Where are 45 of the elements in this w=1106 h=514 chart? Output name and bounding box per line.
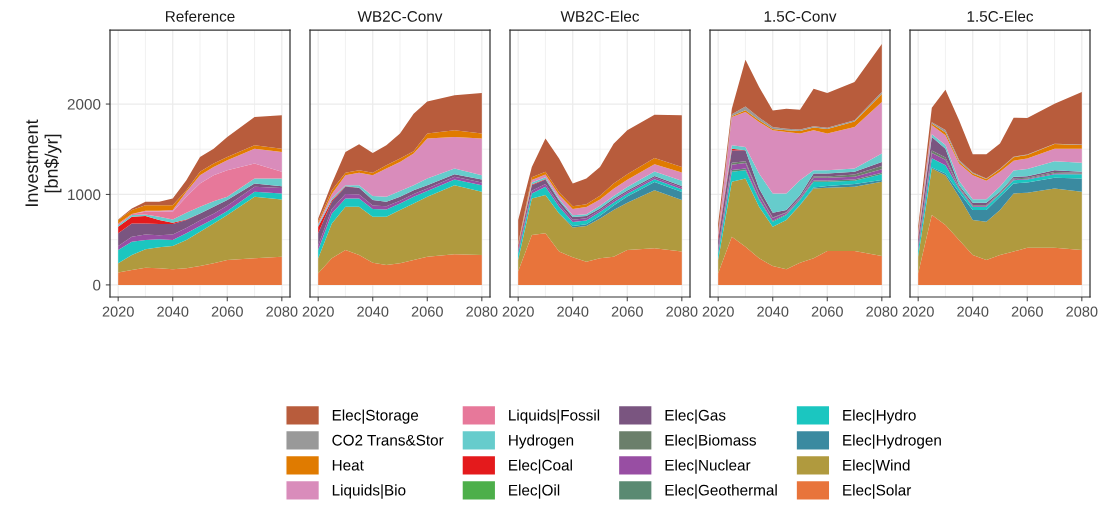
- legend-label: Elec|Hydrogen: [843, 434, 941, 449]
- x-tick-label: 2040: [557, 306, 589, 317]
- x-tick-label: 2020: [302, 306, 334, 317]
- x-tick-label: 2060: [211, 306, 243, 317]
- y-tick-label: 0: [93, 279, 101, 291]
- x-tick-label: 2040: [357, 306, 389, 317]
- legend-label: Elec|Geothermal: [665, 484, 777, 499]
- x-tick-label: 2080: [666, 306, 698, 317]
- x-tick-label: 2020: [902, 306, 934, 317]
- x-tick-label: 2020: [502, 306, 534, 317]
- y-tick-label: 1000: [68, 189, 101, 201]
- legend-label: Elec|Gas: [665, 409, 726, 424]
- legend-label: Elec|Storage: [332, 409, 419, 424]
- legend-label: Elec|Hydro: [843, 409, 916, 424]
- x-tick-label: 2080: [466, 306, 498, 317]
- x-tick-label: 2080: [866, 306, 898, 317]
- x-tick-label: 2060: [811, 306, 843, 317]
- legend-label: Hydrogen: [509, 434, 574, 449]
- x-tick-label: 2020: [702, 306, 734, 317]
- chart-title: 1.5C-Elec: [967, 10, 1034, 22]
- chart-title: 1.5C-Conv: [764, 11, 837, 22]
- x-tick-label: 2060: [411, 306, 443, 317]
- legend-label: Elec|Oil: [509, 484, 560, 499]
- legend-label: Heat: [332, 459, 364, 471]
- x-tick-label: 2040: [757, 306, 789, 317]
- legend-label: Elec|Wind: [843, 459, 910, 474]
- legend-label: Elec|Biomass: [665, 434, 757, 449]
- legend-label: Elec|Solar: [843, 484, 912, 499]
- chart-title: WB2C-Conv: [357, 11, 443, 22]
- y-tick-label: 2000: [67, 98, 101, 110]
- x-tick-label: 2020: [102, 306, 134, 317]
- x-tick-label: 2060: [611, 306, 643, 317]
- x-tick-label: 2080: [1066, 306, 1098, 317]
- x-tick-label: 2080: [266, 306, 298, 317]
- legend-label: Liquids|Bio: [332, 484, 406, 499]
- legend-label: Elec|Nuclear: [665, 459, 751, 474]
- legend-label: Elec|Coal: [509, 459, 572, 474]
- chart-title: Reference: [166, 10, 235, 22]
- legend-label: Liquids|Fossil: [509, 409, 600, 424]
- y-axis-title: Investment [bn$/yr]: [25, 119, 62, 206]
- chart-title: WB2C-Elec: [560, 10, 640, 22]
- x-tick-label: 2060: [1011, 306, 1043, 317]
- x-tick-label: 2040: [957, 306, 989, 317]
- x-tick-label: 2040: [157, 306, 189, 317]
- legend-label: CO2 Trans&Stor: [332, 434, 444, 446]
